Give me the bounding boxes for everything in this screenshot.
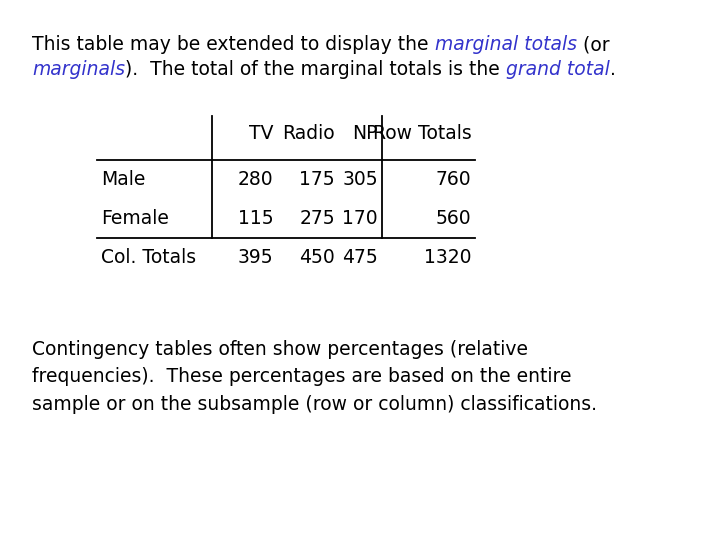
Text: 395: 395 — [238, 248, 274, 267]
Text: (or: (or — [577, 35, 610, 54]
Text: .: . — [610, 60, 616, 79]
Text: marginals: marginals — [32, 60, 125, 79]
Text: grand total: grand total — [506, 60, 610, 79]
Text: Col. Totals: Col. Totals — [101, 248, 196, 267]
Text: ).  The total of the marginal totals is the: ). The total of the marginal totals is t… — [125, 60, 506, 79]
Text: 450: 450 — [299, 248, 335, 267]
Text: 760: 760 — [436, 170, 472, 190]
Text: Contingency tables often show percentages (relative
frequencies).  These percent: Contingency tables often show percentage… — [32, 340, 598, 414]
Text: 275: 275 — [300, 209, 335, 228]
Text: 1320: 1320 — [424, 248, 472, 267]
Text: Row Totals: Row Totals — [373, 124, 472, 143]
Text: Male: Male — [101, 170, 145, 190]
Text: 115: 115 — [238, 209, 274, 228]
Text: marginal totals: marginal totals — [435, 35, 577, 54]
Text: Radio: Radio — [282, 124, 335, 143]
Text: TV: TV — [249, 124, 274, 143]
Text: 175: 175 — [300, 170, 335, 190]
Text: 305: 305 — [343, 170, 378, 190]
Text: 475: 475 — [342, 248, 378, 267]
Text: NP: NP — [353, 124, 378, 143]
Text: Female: Female — [101, 209, 168, 228]
Text: 560: 560 — [436, 209, 472, 228]
Text: 280: 280 — [238, 170, 274, 190]
Text: This table may be extended to display the: This table may be extended to display th… — [32, 35, 435, 54]
Text: 170: 170 — [343, 209, 378, 228]
